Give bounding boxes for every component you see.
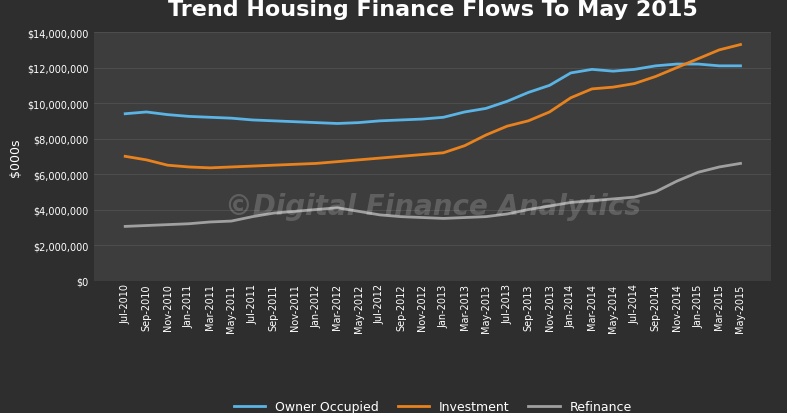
Owner Occupied	[523, 91, 533, 96]
Investment	[651, 75, 660, 80]
Investment	[715, 48, 724, 53]
Refinance	[460, 216, 469, 221]
Refinance	[120, 224, 130, 229]
Investment	[375, 156, 385, 161]
Owner Occupied	[608, 69, 618, 74]
Owner Occupied	[672, 62, 682, 67]
Investment	[312, 161, 321, 166]
Refinance	[481, 215, 490, 220]
Owner Occupied	[205, 116, 215, 121]
Refinance	[736, 161, 745, 166]
Investment	[290, 162, 300, 167]
Refinance	[227, 219, 236, 224]
Refinance	[438, 216, 448, 221]
Text: ©Digital Finance Analytics: ©Digital Finance Analytics	[225, 192, 641, 221]
Refinance	[502, 212, 512, 217]
Investment	[205, 166, 215, 171]
Owner Occupied	[736, 64, 745, 69]
Investment	[608, 85, 618, 90]
Refinance	[375, 213, 385, 218]
Investment	[587, 87, 597, 92]
Owner Occupied	[651, 64, 660, 69]
Owner Occupied	[502, 100, 512, 104]
Refinance	[587, 199, 597, 204]
Owner Occupied	[312, 121, 321, 126]
Owner Occupied	[418, 117, 427, 122]
Owner Occupied	[481, 107, 490, 112]
Owner Occupied	[693, 62, 703, 67]
Investment	[418, 153, 427, 158]
Investment	[397, 154, 406, 159]
Investment	[227, 165, 236, 170]
Investment	[502, 124, 512, 129]
Refinance	[523, 208, 533, 213]
Owner Occupied	[163, 113, 172, 118]
Refinance	[142, 223, 151, 228]
Refinance	[184, 222, 194, 227]
Investment	[354, 158, 364, 163]
Investment	[630, 82, 639, 87]
Owner Occupied	[248, 118, 257, 123]
Owner Occupied	[566, 71, 575, 76]
Refinance	[312, 208, 321, 213]
Refinance	[715, 165, 724, 170]
Investment	[523, 119, 533, 124]
Refinance	[333, 206, 342, 211]
Title: Trend Housing Finance Flows To May 2015: Trend Housing Finance Flows To May 2015	[168, 0, 698, 20]
Investment	[333, 160, 342, 165]
Owner Occupied	[354, 121, 364, 126]
Line: Owner Occupied: Owner Occupied	[125, 65, 741, 124]
Investment	[248, 164, 257, 169]
Owner Occupied	[290, 120, 300, 125]
Refinance	[608, 197, 618, 202]
Owner Occupied	[184, 115, 194, 120]
Investment	[460, 144, 469, 149]
Refinance	[672, 179, 682, 184]
Owner Occupied	[397, 118, 406, 123]
Investment	[672, 66, 682, 71]
Refinance	[248, 215, 257, 220]
Owner Occupied	[438, 116, 448, 121]
Investment	[184, 165, 194, 170]
Investment	[163, 163, 172, 168]
Line: Investment: Investment	[125, 45, 741, 169]
Owner Occupied	[375, 119, 385, 124]
Investment	[269, 163, 279, 168]
Investment	[481, 133, 490, 138]
Owner Occupied	[333, 122, 342, 127]
Y-axis label: $000s: $000s	[9, 138, 22, 176]
Owner Occupied	[460, 110, 469, 115]
Owner Occupied	[715, 64, 724, 69]
Refinance	[269, 211, 279, 216]
Refinance	[397, 215, 406, 220]
Refinance	[205, 220, 215, 225]
Refinance	[566, 200, 575, 205]
Investment	[736, 43, 745, 48]
Investment	[120, 154, 130, 159]
Refinance	[418, 216, 427, 221]
Owner Occupied	[545, 84, 554, 89]
Line: Refinance: Refinance	[125, 164, 741, 227]
Refinance	[630, 195, 639, 200]
Investment	[438, 151, 448, 156]
Investment	[693, 57, 703, 62]
Owner Occupied	[142, 110, 151, 115]
Refinance	[290, 209, 300, 214]
Refinance	[693, 171, 703, 176]
Owner Occupied	[587, 68, 597, 73]
Owner Occupied	[120, 112, 130, 117]
Owner Occupied	[630, 68, 639, 73]
Owner Occupied	[227, 116, 236, 121]
Investment	[142, 158, 151, 163]
Investment	[566, 96, 575, 101]
Refinance	[354, 209, 364, 214]
Legend: Owner Occupied, Investment, Refinance: Owner Occupied, Investment, Refinance	[229, 395, 637, 413]
Investment	[545, 110, 554, 115]
Refinance	[651, 190, 660, 195]
Owner Occupied	[269, 119, 279, 124]
Refinance	[163, 223, 172, 228]
Refinance	[545, 204, 554, 209]
